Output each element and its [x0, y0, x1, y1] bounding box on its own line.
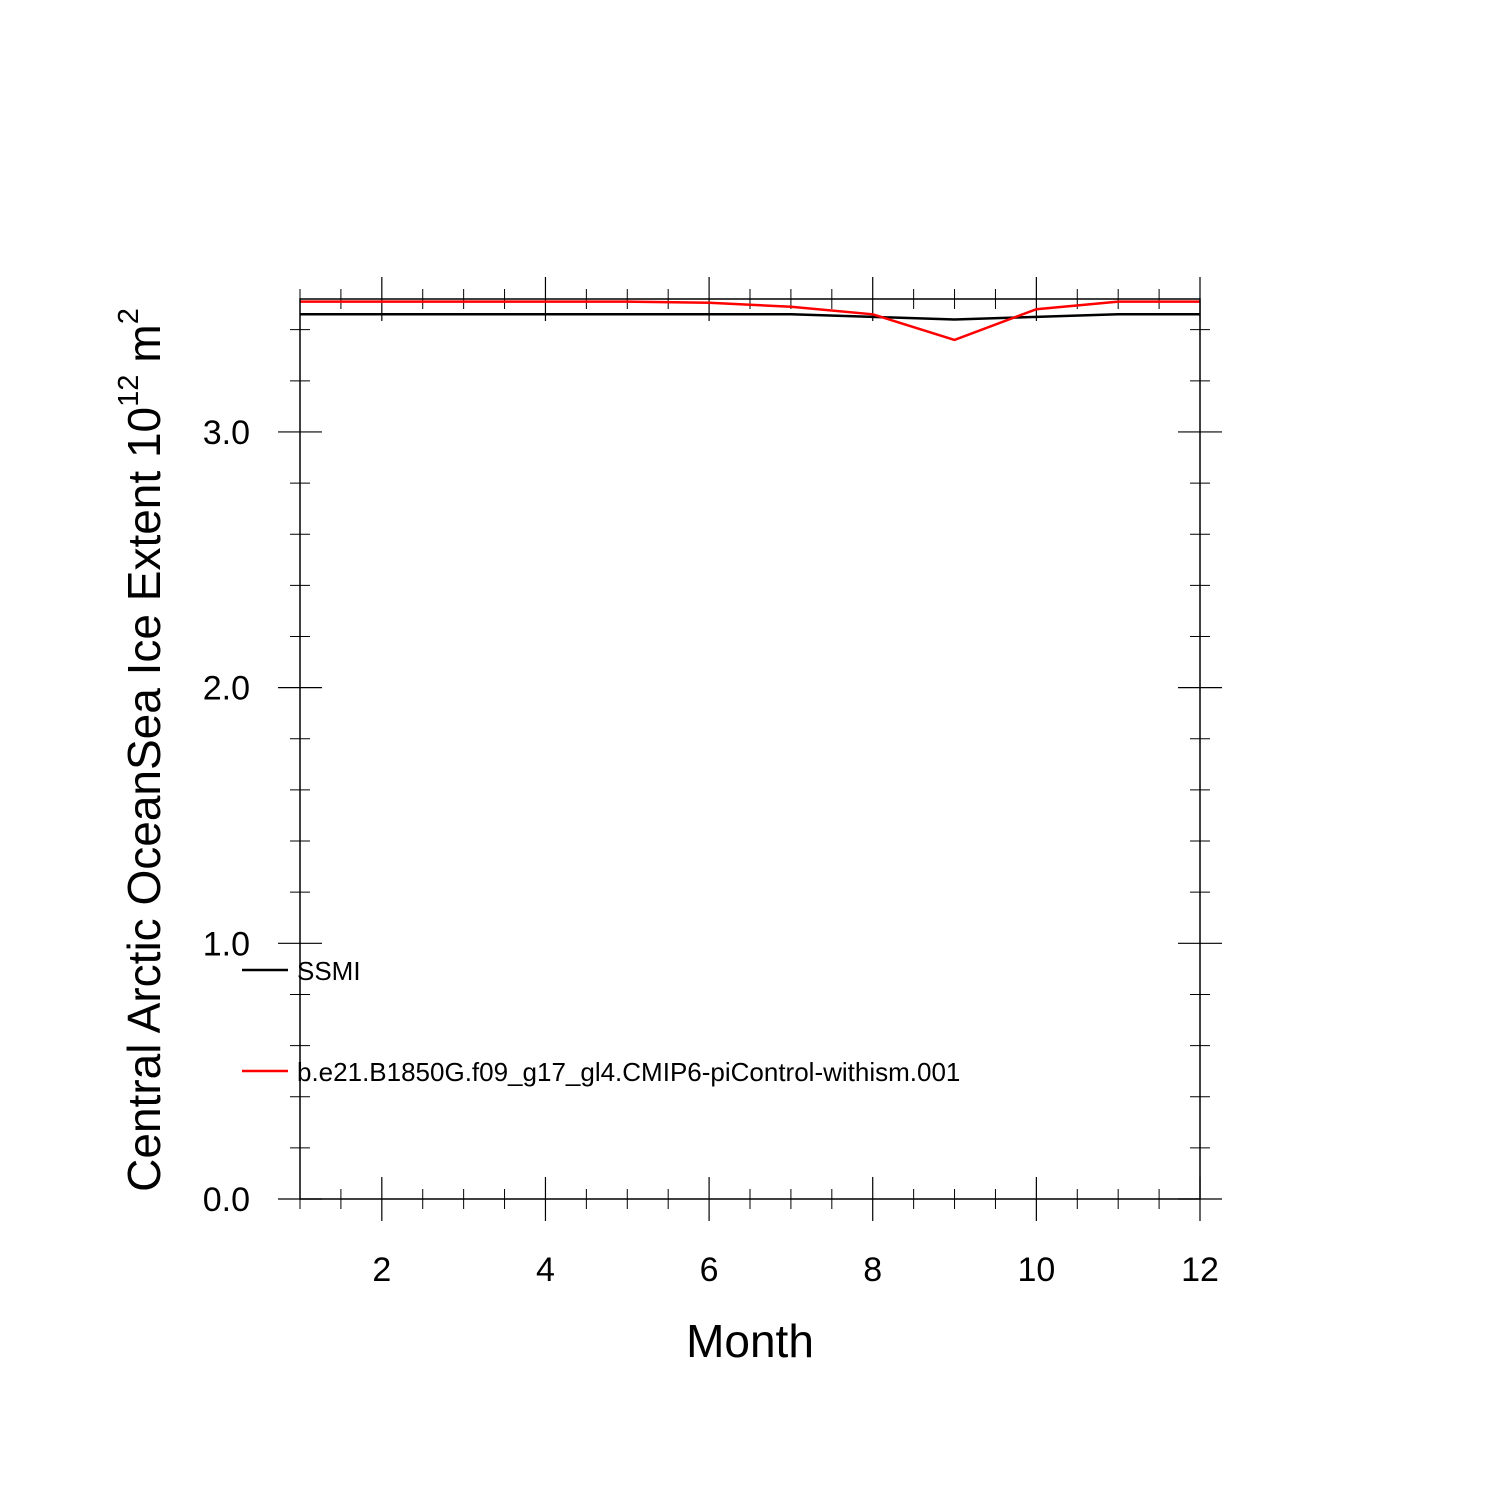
- legend: SSMI b.e21.B1850G.f09_g17_gl4.CMIP6-piCon…: [242, 956, 960, 1087]
- y-tick-label: 2.0: [203, 670, 250, 708]
- x-tick-label: 10: [1017, 1251, 1055, 1289]
- legend-label: SSMI: [297, 956, 361, 986]
- y-axis-title-exponent: 12: [113, 375, 145, 407]
- series-line-ssmi: [300, 313, 1200, 321]
- x-tick-label: 4: [536, 1251, 555, 1289]
- x-tick-label: 2: [372, 1251, 391, 1289]
- legend-label: b.e21.B1850G.f09_g17_gl4.CMIP6-piControl…: [297, 1057, 960, 1087]
- x-tick-label: 8: [863, 1251, 882, 1289]
- y-tick-label: 3.0: [203, 414, 250, 452]
- y-axis-title: Central Arctic OceanSea Ice Extent 1012 m…: [113, 308, 170, 1192]
- y-axis-title-unit-exponent: 2: [113, 308, 145, 324]
- series-layer: [300, 300, 1200, 342]
- tick-labels: 2 4 6 8 10 12 0.0 1.0 2.0 3.0: [203, 414, 1219, 1289]
- x-axis-title: Month: [686, 1315, 814, 1367]
- y-axis-title-unit: m: [118, 324, 170, 362]
- x-tick-label: 6: [700, 1251, 719, 1289]
- x-tick-label: 12: [1181, 1251, 1219, 1289]
- plot-frame: [299, 298, 1201, 1200]
- series-line-model: [300, 300, 1200, 342]
- y-tick-label: 1.0: [203, 925, 250, 963]
- y-tick-label: 0.0: [203, 1181, 250, 1219]
- y-axis-title-text: Central Arctic OceanSea Ice Extent 10: [118, 407, 170, 1192]
